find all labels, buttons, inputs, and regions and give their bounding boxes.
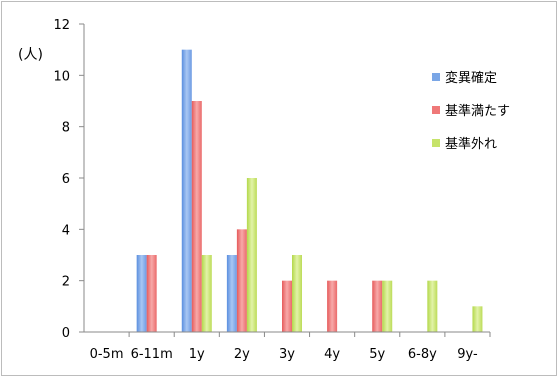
bar-2-1y — [191, 101, 202, 332]
bar-1-1y — [181, 49, 192, 333]
y-tick-label: 2 — [62, 275, 70, 290]
y-axis-label: (人) — [18, 47, 43, 63]
bar-2-6-11m — [146, 255, 157, 332]
y-tick-label: 8 — [62, 121, 70, 136]
x-tick-label: 5y — [369, 347, 385, 362]
bar-1-6-11m — [136, 255, 147, 332]
bar-3-5y — [382, 280, 393, 332]
x-tick-label: 4y — [324, 347, 340, 362]
y-tick-label: 10 — [53, 69, 70, 84]
x-tick-label: 6-8y — [408, 347, 437, 362]
bar-3-3y — [292, 255, 302, 332]
y-tick-label: 12 — [53, 18, 70, 33]
bar-3-6-8y — [427, 280, 438, 332]
bar-2-3y — [282, 280, 292, 332]
bar-3-1y — [201, 255, 212, 332]
legend-label: 基準外れ — [445, 136, 497, 152]
x-tick-label: 3y — [279, 347, 295, 362]
y-tick-label: 4 — [62, 223, 70, 238]
bar-2-5y — [372, 280, 383, 332]
legend-swatch — [432, 73, 440, 81]
legend-label: 基準満たす — [445, 103, 510, 119]
bar-2-4y — [327, 280, 338, 332]
x-tick-label: 0-5m — [90, 347, 124, 362]
bar-3-2y — [246, 178, 257, 332]
legend-swatch — [432, 106, 440, 114]
y-tick-label: 6 — [62, 172, 70, 187]
bar-2-2y — [236, 229, 247, 332]
bar-3-9y- — [472, 306, 483, 332]
legend-label: 変異確定 — [445, 70, 497, 86]
bar-1-2y — [226, 255, 237, 332]
x-tick-label: 2y — [234, 347, 250, 362]
y-tick-label: 0 — [62, 326, 70, 341]
x-tick-label: 9y- — [457, 347, 478, 362]
legend-swatch — [432, 139, 440, 147]
x-tick-label: 1y — [189, 347, 205, 362]
x-tick-label: 6-11m — [131, 347, 173, 362]
